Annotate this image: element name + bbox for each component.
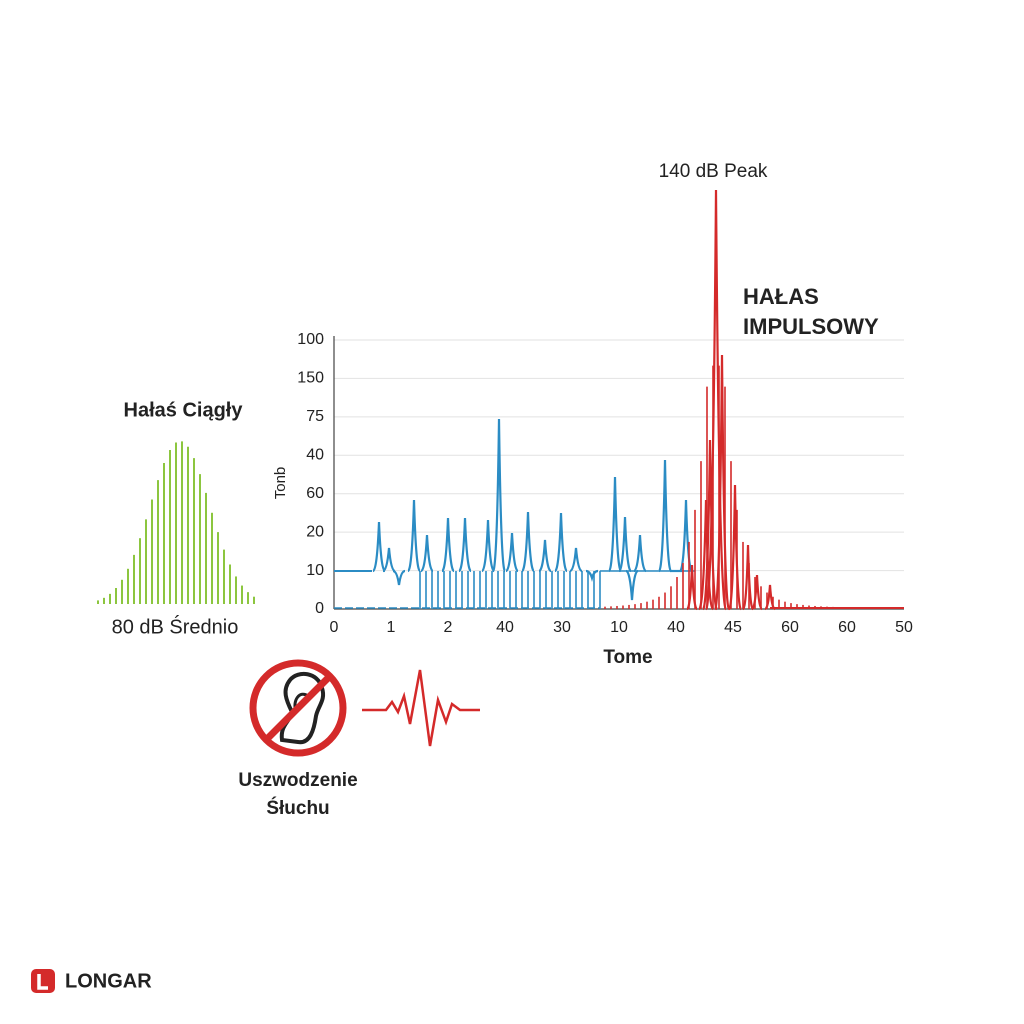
x-tick-label: 30 <box>553 619 571 636</box>
blue-spike <box>617 516 633 573</box>
blue-spike <box>553 512 569 573</box>
red-spike <box>701 439 719 611</box>
x-tick-label: 2 <box>444 619 453 636</box>
x-tick-label: 45 <box>724 619 742 636</box>
blue-spike <box>491 418 507 573</box>
red-spike <box>764 584 776 611</box>
no-hearing-icon <box>249 659 347 757</box>
y-tick-label: 60 <box>306 485 324 502</box>
x-tick-label: 40 <box>667 619 685 636</box>
blue-spike <box>520 511 536 573</box>
red-spike <box>685 564 699 611</box>
y-tick-label: 150 <box>297 370 324 387</box>
peak-label: 140 dB Peak <box>659 161 768 182</box>
blue-spike <box>382 547 396 573</box>
noise-waves <box>334 189 904 611</box>
blue-spike <box>505 532 519 573</box>
red-spike <box>697 499 715 611</box>
icon-slash <box>263 673 333 743</box>
blue-spike <box>585 569 599 583</box>
logo-letter <box>37 974 48 990</box>
blue-spike <box>480 519 496 573</box>
x-tick-label: 10 <box>610 619 628 636</box>
x-tick-label: 0 <box>330 619 339 636</box>
blue-spike <box>406 499 422 573</box>
blue-spike <box>538 539 552 573</box>
red-spike <box>713 354 731 611</box>
x-axis-label: Tome <box>603 647 652 668</box>
red-spike <box>741 544 755 611</box>
x-tick-label: 60 <box>838 619 856 636</box>
y-axis-label: Tonb <box>272 467 289 500</box>
blue-spike <box>633 534 647 573</box>
blue-spike <box>420 534 434 573</box>
logo-mark <box>31 969 55 993</box>
brand: LONGAR <box>65 970 152 992</box>
continuous-value: 80 dB Średnio <box>112 614 239 638</box>
blue-spike <box>457 517 473 573</box>
y-tick-label: 40 <box>306 447 324 464</box>
y-tick-label: 20 <box>306 523 324 540</box>
y-tick-label: 10 <box>306 562 324 579</box>
damage-label: Uszwodzenie <box>238 770 357 791</box>
y-tick-label: 0 <box>315 600 324 617</box>
icon-circle <box>249 659 347 757</box>
y-tick-label: 100 <box>297 331 324 348</box>
continuous-noise-wave <box>97 441 255 604</box>
blue-spike <box>440 517 456 573</box>
blue-spike <box>657 459 673 573</box>
blue-spike <box>371 521 387 573</box>
impulse-title: HAŁAS <box>743 284 819 309</box>
blue-spike <box>569 547 583 573</box>
continuous-title: Hałaś Ciągły <box>124 399 244 421</box>
blue-spike <box>392 569 406 586</box>
pulse-line <box>362 669 480 747</box>
x-tick-label: 60 <box>781 619 799 636</box>
red-spike <box>704 189 728 611</box>
blue-spike <box>678 499 694 573</box>
red-spike <box>727 484 743 611</box>
blue-spike <box>607 476 623 573</box>
red-spike <box>751 574 763 611</box>
x-tick-label: 40 <box>496 619 514 636</box>
y-tick-label: 75 <box>306 408 324 425</box>
x-tick-label: 50 <box>895 619 913 636</box>
impulse-title: IMPULSOWY <box>743 314 879 339</box>
x-tick-label: 1 <box>387 619 396 636</box>
damage-label: Śłuchu <box>266 797 329 819</box>
blue-spike <box>625 569 639 601</box>
